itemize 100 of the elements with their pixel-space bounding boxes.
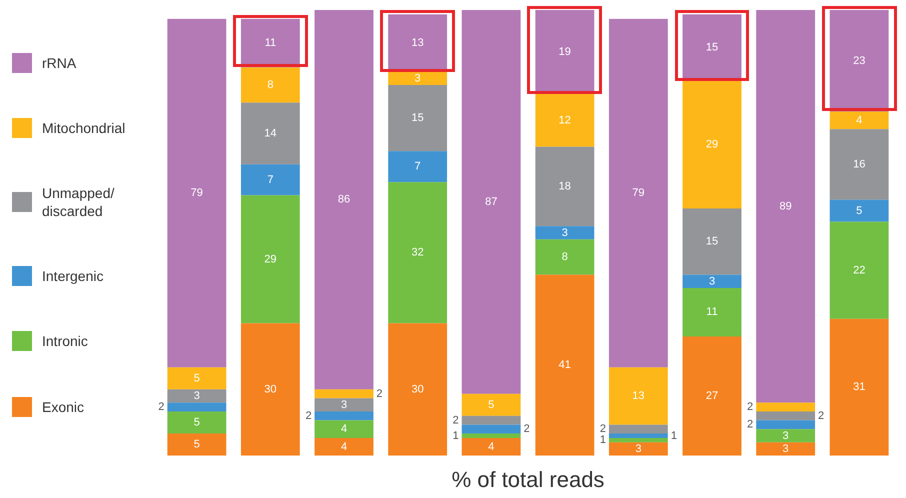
bar bbox=[462, 10, 521, 394]
bar bbox=[608, 434, 668, 438]
legend-label: Intergenic bbox=[42, 266, 104, 285]
data-label: 79 bbox=[190, 187, 203, 200]
legend-label: Mitochondrial bbox=[42, 119, 126, 138]
bar bbox=[388, 72, 448, 85]
data-label: 4 bbox=[340, 440, 348, 453]
bar bbox=[608, 18, 668, 368]
data-label: 1 bbox=[670, 430, 677, 442]
data-label: 5 bbox=[194, 372, 200, 384]
bar bbox=[830, 200, 889, 222]
data-label: 3 bbox=[782, 443, 789, 456]
data-label: 32 bbox=[411, 246, 424, 259]
data-label: 5 bbox=[488, 398, 494, 411]
data-label: 79 bbox=[632, 187, 645, 200]
bar bbox=[388, 85, 448, 152]
data-label: 8 bbox=[267, 79, 274, 92]
bar bbox=[167, 434, 226, 456]
data-label: 5 bbox=[856, 204, 862, 217]
data-label: 16 bbox=[853, 158, 866, 170]
bar bbox=[535, 239, 594, 275]
bar bbox=[682, 274, 742, 288]
data-label: 19 bbox=[558, 46, 571, 58]
legend-label: Intronic bbox=[42, 332, 88, 350]
bar bbox=[462, 394, 521, 416]
bar bbox=[314, 10, 374, 390]
bar bbox=[167, 367, 226, 390]
bar bbox=[314, 438, 374, 456]
data-label: 18 bbox=[558, 180, 571, 193]
data-label: 29 bbox=[264, 253, 277, 266]
bar bbox=[830, 129, 889, 200]
bar bbox=[388, 182, 448, 324]
data-label: 1 bbox=[452, 430, 459, 442]
data-label: 14 bbox=[264, 128, 277, 140]
bar bbox=[388, 323, 448, 456]
data-label: 12 bbox=[558, 114, 571, 126]
bar bbox=[756, 10, 816, 403]
bar bbox=[682, 80, 742, 209]
data-label: 86 bbox=[338, 194, 350, 206]
data-label: 2 bbox=[600, 423, 606, 436]
data-label: 2 bbox=[747, 401, 754, 414]
bar bbox=[535, 94, 594, 147]
bar bbox=[756, 429, 816, 442]
data-label: 15 bbox=[706, 42, 718, 54]
bar bbox=[240, 195, 300, 324]
data-label: 27 bbox=[706, 390, 718, 402]
data-label: 5 bbox=[194, 438, 200, 451]
bar bbox=[608, 367, 668, 425]
bar bbox=[535, 274, 594, 456]
data-label: 22 bbox=[853, 264, 866, 276]
data-label: 13 bbox=[411, 37, 424, 50]
data-label: 3 bbox=[414, 72, 421, 84]
bar bbox=[682, 208, 742, 275]
bar bbox=[682, 288, 742, 336]
data-label: 2 bbox=[452, 414, 459, 426]
data-label: 3 bbox=[708, 275, 716, 288]
data-label: 2 bbox=[524, 423, 530, 436]
bar bbox=[314, 398, 374, 412]
bar bbox=[756, 442, 816, 456]
bar bbox=[756, 420, 816, 430]
data-label: 8 bbox=[562, 251, 568, 264]
data-label: 13 bbox=[632, 390, 645, 402]
bar bbox=[167, 18, 226, 368]
data-label: 2 bbox=[818, 410, 824, 422]
data-label: 3 bbox=[562, 226, 568, 239]
bar bbox=[462, 438, 521, 456]
bar bbox=[167, 411, 226, 434]
bar bbox=[314, 420, 374, 438]
bar bbox=[167, 389, 226, 403]
data-label: 2 bbox=[158, 401, 164, 414]
bar bbox=[167, 402, 226, 412]
data-label: 29 bbox=[706, 138, 718, 151]
legend-label: Unmapped/ discarded bbox=[42, 184, 114, 220]
data-label: 5 bbox=[194, 416, 200, 429]
data-label: 2 bbox=[305, 410, 312, 422]
data-label: 3 bbox=[340, 398, 348, 411]
data-label: 4 bbox=[488, 440, 494, 453]
x-axis-title: % of total reads bbox=[452, 466, 604, 492]
bar bbox=[608, 438, 668, 442]
bar bbox=[462, 416, 521, 425]
bar bbox=[314, 389, 374, 398]
data-label: 7 bbox=[414, 160, 421, 173]
bar bbox=[240, 323, 300, 456]
data-label: 31 bbox=[853, 381, 866, 394]
data-label: 7 bbox=[267, 174, 274, 186]
data-label: 2 bbox=[376, 388, 383, 400]
data-label: 23 bbox=[853, 54, 866, 67]
bar bbox=[314, 411, 374, 420]
data-label: 4 bbox=[856, 114, 862, 126]
bar bbox=[608, 442, 668, 456]
bar bbox=[682, 336, 742, 456]
legend-label: Exonic bbox=[42, 398, 84, 416]
data-label: 41 bbox=[558, 359, 571, 372]
data-label: 15 bbox=[411, 112, 424, 124]
data-label: 30 bbox=[264, 383, 277, 396]
data-label: 11 bbox=[264, 37, 276, 50]
bar bbox=[462, 434, 521, 438]
data-label: 3 bbox=[782, 430, 789, 442]
bar bbox=[830, 318, 889, 456]
data-label: 2 bbox=[747, 418, 754, 431]
